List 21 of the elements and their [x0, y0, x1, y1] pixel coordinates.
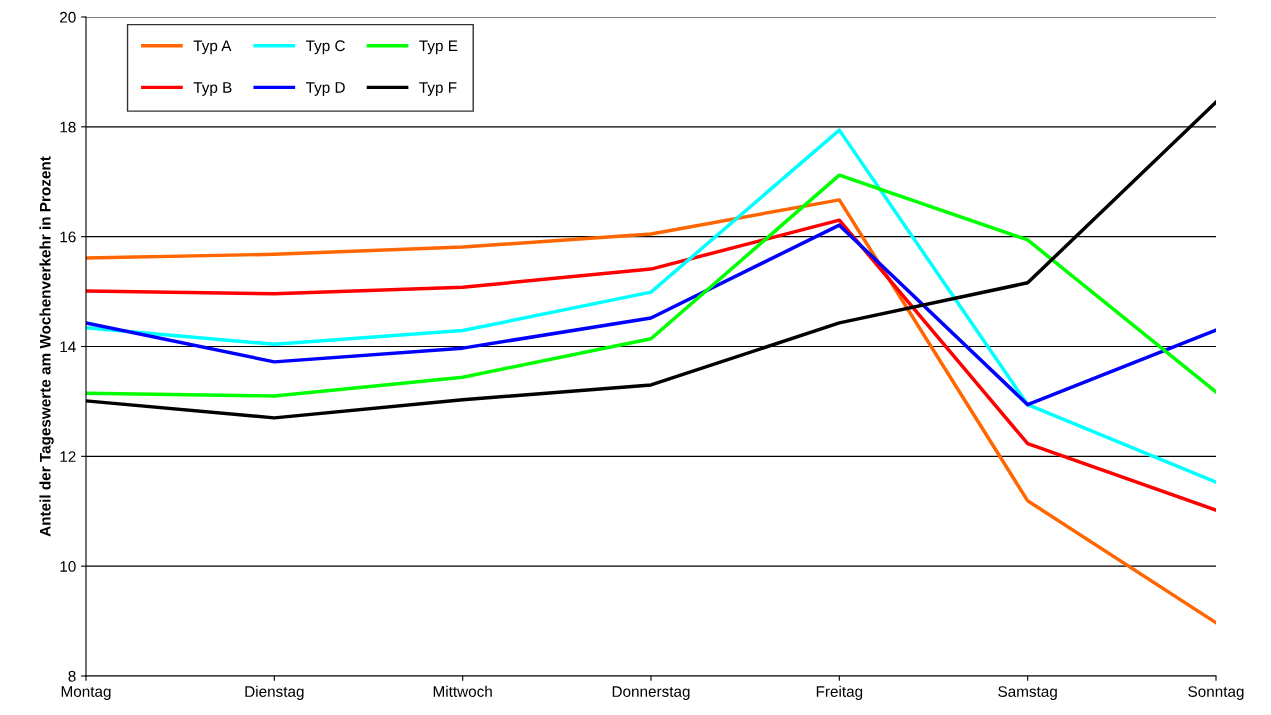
legend-label: Typ C: [305, 40, 345, 55]
legend-label: Typ A: [193, 40, 232, 55]
legend-label: Typ D: [305, 82, 345, 96]
x-tick-label: Freitag: [816, 685, 863, 700]
y-tick-label: 20: [60, 11, 76, 23]
y-tick-label: 12: [60, 451, 76, 462]
x-tick-label: Montag: [61, 686, 111, 700]
legend-label: Typ E: [419, 40, 458, 55]
x-tick-label: Sonntag: [1188, 686, 1244, 700]
legend-label: Typ F: [419, 82, 457, 96]
y-axis-title: Anteil der Tageswerte am Wochenverkehr in Prozent: [39, 156, 54, 537]
x-tick-label: Dienstag: [245, 685, 304, 700]
y-tick-label: 10: [60, 561, 76, 572]
x-tick-label: Donnerstag: [612, 686, 690, 700]
x-tick-label: Samstag: [998, 686, 1057, 700]
x-tick-label: Mittwoch: [433, 685, 492, 697]
legend-label: Typ B: [193, 82, 232, 96]
y-tick-label: 16: [60, 231, 76, 243]
y-tick-label: 14: [60, 341, 76, 353]
y-tick-label: 8: [68, 670, 76, 682]
y-tick-label: 18: [60, 121, 76, 133]
